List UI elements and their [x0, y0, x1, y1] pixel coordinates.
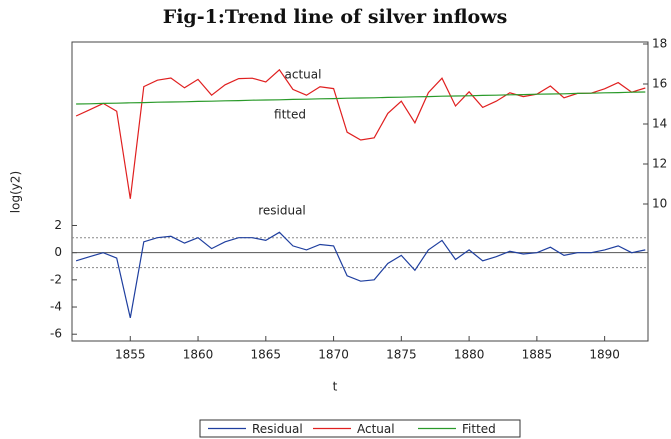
y2-tick-label: 10 [652, 197, 667, 211]
y-tick-label: -4 [50, 300, 62, 314]
annotation: fitted [274, 108, 306, 122]
annotation: residual [258, 204, 306, 218]
legend-label: Residual [252, 422, 303, 436]
y2-tick-label: 16 [652, 77, 667, 91]
series-line [76, 91, 646, 105]
x-axis-label: t [333, 380, 338, 394]
x-tick-label: 1865 [251, 348, 282, 362]
series-line [75, 68, 646, 199]
y-tick-label: 2 [54, 218, 62, 232]
y-tick-label: -6 [50, 327, 62, 341]
y2-tick-label: 18 [652, 37, 667, 51]
plot-frame [71, 41, 649, 342]
y-tick-label: -2 [50, 272, 62, 286]
x-tick-label: 1885 [522, 348, 553, 362]
series-line [75, 231, 646, 319]
y-tick-label: 0 [54, 245, 62, 259]
y-axis-label: log(y2) [9, 171, 23, 213]
y2-tick-label: 14 [652, 117, 667, 131]
annotation: actual [285, 68, 322, 82]
chart-title: Fig-1:Trend line of silver inflows [163, 6, 508, 28]
x-tick-label: 1855 [115, 348, 146, 362]
y2-tick-label: 12 [652, 157, 667, 171]
x-tick-label: 1870 [318, 348, 349, 362]
legend-label: Actual [357, 422, 395, 436]
x-tick-label: 1860 [183, 348, 214, 362]
x-tick-label: 1880 [454, 348, 485, 362]
x-tick-label: 1890 [589, 348, 620, 362]
legend-box [199, 419, 521, 438]
x-tick-label: 1875 [386, 348, 417, 362]
legend-label: Fitted [462, 422, 496, 436]
